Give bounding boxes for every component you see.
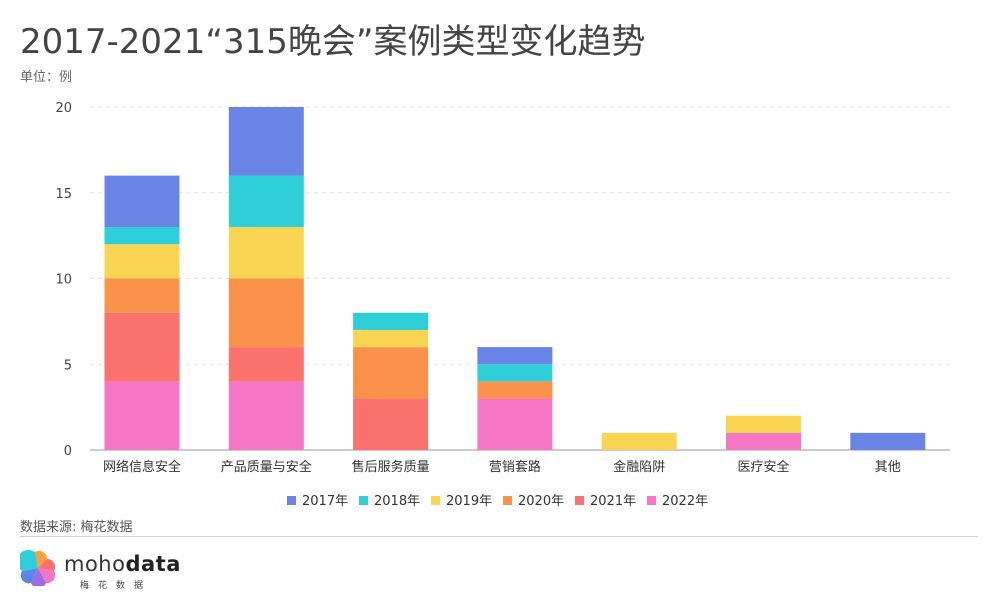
bar-segment xyxy=(228,175,304,228)
legend-swatch xyxy=(287,496,296,505)
legend-swatch xyxy=(503,496,512,505)
y-tick-label: 5 xyxy=(64,358,72,373)
x-tick-label: 营销套路 xyxy=(489,459,541,475)
bar-segment xyxy=(228,381,304,450)
y-tick-label: 15 xyxy=(55,187,72,202)
bar-segment xyxy=(726,432,801,450)
y-axis: 0 5 10 15 20 xyxy=(55,101,72,459)
y-tick-label: 0 xyxy=(64,444,72,459)
bar-segment xyxy=(104,244,180,279)
legend-item[interactable]: 2017年 xyxy=(287,494,348,509)
bar-segment xyxy=(104,278,180,313)
footer-divider xyxy=(20,536,978,537)
unit-label: 单位：例 xyxy=(20,70,73,85)
legend-swatch xyxy=(575,496,584,505)
y-tick-label: 20 xyxy=(55,101,72,116)
pinwheel-logo-icon xyxy=(20,550,56,586)
bars xyxy=(104,107,926,450)
legend-swatch xyxy=(359,496,368,505)
bar-segment xyxy=(726,415,801,433)
x-axis: 网络信息安全 产品质量与安全 售后服务质量 营销套路 金融陷阱 医疗安全 其他 xyxy=(103,459,901,475)
legend-label: 2019年 xyxy=(446,494,492,509)
bar-segment xyxy=(477,347,553,365)
bar-segment xyxy=(104,175,180,228)
bar-segment xyxy=(228,107,304,176)
bar-segment xyxy=(353,398,429,450)
brand-name: mohodata xyxy=(64,552,181,576)
brand-subtitle: 梅花数据 xyxy=(80,581,153,591)
legend-label: 2017年 xyxy=(302,494,348,509)
stacked-bar-chart: 0 5 10 15 20 网络信息安全 产品质量与安全 售后服务质量 营销套路 金融陷阱 医疗安全… xyxy=(55,101,950,509)
legend-label: 2022年 xyxy=(662,494,708,509)
bar-segment xyxy=(228,227,304,279)
x-tick-label: 产品质量与安全 xyxy=(221,459,312,475)
x-tick-label: 医疗安全 xyxy=(737,459,789,475)
legend-label: 2020年 xyxy=(518,494,564,509)
bar-segment xyxy=(353,347,429,399)
bar-segment xyxy=(104,381,180,450)
x-tick-label: 金融陷阱 xyxy=(613,459,665,475)
legend-item[interactable]: 2020年 xyxy=(503,494,564,509)
y-tick-label: 10 xyxy=(55,273,72,288)
legend-swatch xyxy=(647,496,656,505)
legend-item[interactable]: 2022年 xyxy=(647,494,708,509)
bar-segment xyxy=(353,312,429,330)
bar-segment xyxy=(477,398,553,450)
x-tick-label: 其他 xyxy=(875,460,901,475)
x-tick-label: 售后服务质量 xyxy=(352,459,430,475)
x-tick-label: 网络信息安全 xyxy=(103,459,181,475)
bar-segment xyxy=(104,227,180,245)
brand: mohodata 梅花数据 xyxy=(20,548,180,592)
brand-name-light: moho xyxy=(64,552,126,576)
bar-segment xyxy=(477,364,553,382)
bar-segment xyxy=(477,381,553,399)
legend-item[interactable]: 2018年 xyxy=(359,494,420,509)
legend-item[interactable]: 2021年 xyxy=(575,494,636,509)
legend-label: 2018年 xyxy=(374,494,420,509)
bar-segment xyxy=(228,278,304,348)
bar-segment xyxy=(601,432,677,450)
legend-item[interactable]: 2019年 xyxy=(431,494,492,509)
legend: 2017年 2018年 2019年 2020年 2021年 2022年 xyxy=(287,494,708,509)
bar-segment xyxy=(104,312,180,382)
chart-title: 2017-2021“315晚会”案例类型变化趋势 xyxy=(20,22,646,62)
legend-label: 2021年 xyxy=(590,494,636,509)
bar-segment xyxy=(228,347,304,382)
legend-swatch xyxy=(431,496,440,505)
bar-segment xyxy=(353,329,429,348)
bar-segment xyxy=(850,432,926,450)
data-source: 数据来源: 梅花数据 xyxy=(20,520,133,535)
brand-name-bold: data xyxy=(125,552,181,576)
